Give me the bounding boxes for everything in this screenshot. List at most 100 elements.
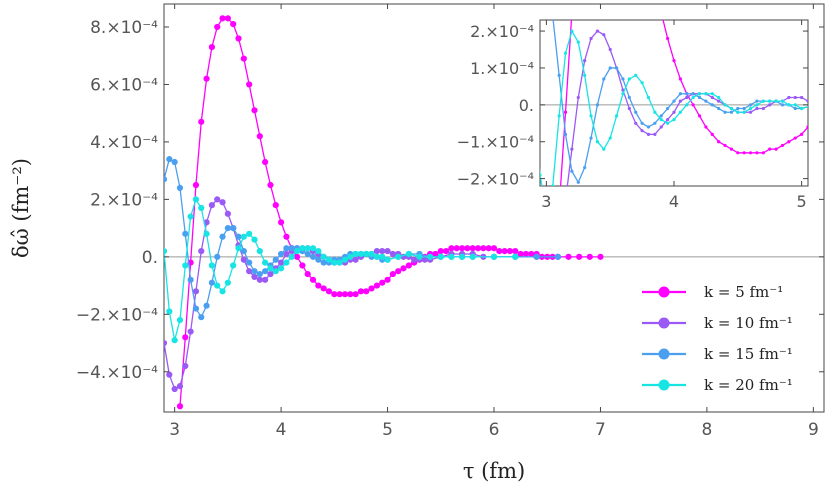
inset-data-point — [793, 136, 797, 140]
legend-item: k = 10 fm⁻¹ — [642, 314, 793, 332]
main-data-point — [267, 270, 274, 278]
main-data-point — [309, 253, 317, 260]
inset-x-tick-label: 3 — [541, 192, 551, 211]
main-data-point — [208, 43, 216, 51]
main-data-point — [240, 247, 247, 255]
main-data-point — [230, 225, 237, 232]
main-data-point — [171, 337, 178, 344]
main-data-point — [304, 245, 311, 252]
main-data-point — [214, 23, 221, 31]
main-y-tick-label: −4.×10⁻⁴ — [76, 363, 158, 383]
inset-series-group — [540, 11, 829, 272]
main-series-group — [164, 15, 604, 410]
inset-data-point — [551, 269, 554, 272]
main-data-point — [182, 230, 189, 237]
inset-data-point — [748, 151, 753, 155]
inset-data-point — [826, 100, 829, 103]
inset-data-point — [723, 110, 727, 114]
main-data-point — [373, 247, 381, 255]
inset-series-line — [559, 20, 808, 186]
inset-data-point — [717, 95, 721, 100]
inset-data-point — [755, 151, 759, 155]
main-data-point — [164, 339, 168, 347]
main-data-point — [192, 196, 200, 203]
legend-label: k = 20 fm⁻¹ — [704, 376, 793, 394]
main-data-point — [352, 256, 359, 263]
main-data-point — [347, 253, 354, 260]
main-data-point — [336, 291, 343, 298]
legend-item: k = 20 fm⁻¹ — [642, 376, 793, 394]
inset-data-point — [563, 51, 568, 55]
main-data-point — [496, 247, 503, 255]
main-data-point — [219, 233, 226, 240]
inset-data-point — [697, 114, 702, 118]
main-data-point — [192, 288, 200, 295]
legend-label: k = 5 fm⁻¹ — [704, 283, 783, 301]
main-data-point — [283, 250, 290, 258]
inset-y-tick-label: 1.×10⁻⁴ — [470, 59, 534, 78]
inset-data-point — [621, 77, 625, 81]
inset-data-point — [621, 92, 625, 96]
main-data-point — [171, 385, 178, 393]
main-data-point — [597, 253, 604, 260]
inset-data-point — [551, 15, 554, 18]
main-data-point — [219, 199, 226, 206]
inset-data-point — [570, 29, 574, 33]
main-data-point — [576, 253, 583, 260]
inset-data-point — [787, 95, 791, 100]
main-data-point — [528, 250, 535, 258]
inset-data-point — [768, 147, 772, 151]
main-data-point — [272, 268, 279, 275]
y-axis-title: δω̂ (fm⁻²) — [9, 158, 33, 258]
main-data-point — [198, 204, 205, 212]
main-data-point — [315, 247, 322, 255]
main-data-point — [299, 262, 306, 269]
inset-series-line — [566, 30, 808, 186]
inset-data-point — [570, 147, 574, 151]
inset-data-point — [602, 33, 606, 37]
inset-data-point — [576, 40, 580, 44]
inset-data-point — [640, 121, 644, 125]
main-data-point — [240, 55, 247, 62]
main-data-point — [166, 308, 173, 315]
main-y-tick-label: 4.×10⁻⁴ — [90, 133, 158, 153]
inset-data-point — [755, 103, 759, 107]
inset-data-point — [583, 73, 587, 77]
inset-data-point — [729, 110, 734, 114]
main-data-point — [176, 383, 184, 390]
inset-data-point — [678, 99, 682, 103]
inset-data-point — [710, 95, 714, 100]
inset-data-point — [653, 132, 657, 136]
main-x-tick-label: 6 — [489, 420, 500, 440]
inset-data-point — [813, 100, 816, 103]
inset-data-point — [742, 151, 746, 155]
inset-data-point — [742, 110, 746, 114]
main-data-point — [214, 282, 221, 289]
inset-data-point — [806, 99, 808, 103]
main-data-point — [219, 288, 226, 295]
main-data-point — [208, 262, 216, 269]
x-axis-title: τ (fm) — [463, 459, 525, 483]
inset-data-point — [685, 103, 689, 107]
inset-data-point — [672, 99, 676, 103]
main-series-line — [179, 17, 601, 407]
main-data-point — [352, 250, 359, 258]
main-data-point — [251, 268, 258, 275]
main-data-point — [224, 225, 231, 232]
inset-data-point — [666, 118, 670, 122]
inset-data-point — [570, 169, 574, 173]
main-data-point — [458, 245, 466, 252]
inset-data-point — [813, 122, 816, 125]
inset-data-point — [710, 103, 714, 107]
inset-data-point — [564, 199, 567, 202]
inset-data-point — [755, 106, 759, 111]
main-data-point — [341, 291, 349, 298]
inset-data-point — [570, 11, 573, 14]
main-data-point — [176, 403, 184, 410]
inset-data-point — [710, 132, 714, 136]
inset-data-point — [761, 99, 765, 103]
inset-data-point — [595, 140, 600, 144]
main-data-point — [164, 247, 168, 255]
inset-data-point — [678, 92, 682, 96]
